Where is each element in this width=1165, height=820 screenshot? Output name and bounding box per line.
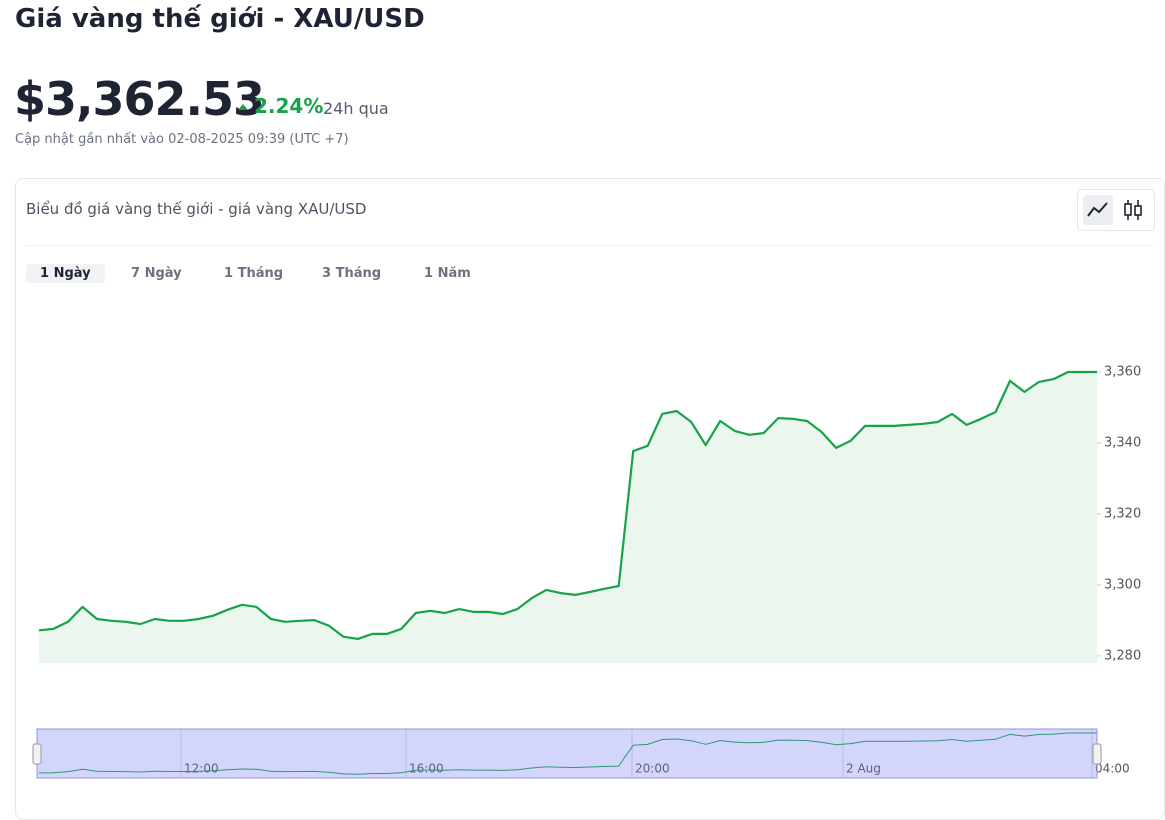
line-chart-icon[interactable] (1087, 202, 1108, 217)
navigator-label: 16:00 (409, 762, 444, 776)
page-title: Giá vàng thế giới - XAU/USD (15, 4, 425, 34)
chart-type-toggle (1077, 189, 1155, 231)
change-period: 24h qua (323, 99, 389, 118)
toggle-icons (1083, 195, 1142, 225)
navigator-handle[interactable] (1092, 743, 1102, 765)
up-arrow (238, 104, 248, 110)
navigator-selection (36, 728, 1098, 779)
y-tick-label: 3,340 (1104, 435, 1141, 450)
range-tab[interactable]: 1 Ngày (26, 264, 105, 283)
update-time: Cập nhật gần nhất vào 02-08-2025 09:39 (… (15, 132, 349, 147)
range-tab[interactable]: 1 Năm (424, 266, 471, 281)
navigator-label: 20:00 (635, 762, 670, 776)
candle-chart-icon[interactable] (1124, 200, 1142, 220)
y-tick-label: 3,280 (1104, 648, 1141, 663)
navigator-label: 04:00 (1095, 762, 1130, 776)
price-change: 2.24% (254, 94, 324, 118)
range-tab[interactable]: 1 Tháng (224, 266, 284, 281)
price-line (38, 370, 1097, 640)
range-tab[interactable]: 3 Tháng (322, 266, 382, 281)
y-tick-label: 3,320 (1104, 506, 1141, 521)
separator (26, 245, 1154, 246)
y-tick-label: 3,360 (1104, 364, 1141, 379)
chart: 3,280 3,300 3,320 3,340 3,360 12:00 16:00 20:00… (32, 364, 1141, 779)
navigator-line (38, 732, 1097, 775)
range-tab[interactable]: 7 Ngày (131, 266, 182, 281)
navigator-label: 12:00 (184, 762, 219, 776)
navigator-label: 2 Aug (846, 762, 881, 776)
y-tick-label: 3,300 (1104, 577, 1141, 592)
page: {"header": {"title": "Giá vàng thế giới … (14, 4, 1165, 820)
navigator-handle[interactable] (32, 743, 42, 765)
price: $3,362.53 (14, 72, 265, 126)
card-title: Biểu đồ giá vàng thế giới - giá vàng XAU… (26, 200, 367, 218)
